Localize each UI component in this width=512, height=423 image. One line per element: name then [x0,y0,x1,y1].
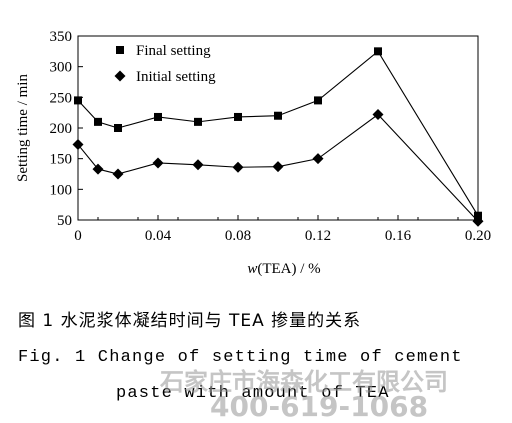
y-ticks: 50 100 150 200 250 300 350 [50,29,83,229]
x-ticks: 0 0.04 0.08 0.12 0.16 0.20 [74,215,491,244]
x-tick-label: 0.16 [385,228,412,244]
series-markers [72,47,484,227]
x-tick-label: 0 [74,228,82,244]
series-lines [77,50,479,222]
y-tick-label: 100 [50,182,73,198]
legend: Final setting Initial setting [114,43,216,85]
legend-marker-final [116,46,124,54]
data-point-final [94,117,102,126]
data-point-final [234,112,242,121]
y-tick-label: 350 [50,29,73,45]
data-point-initial [92,163,104,175]
setting-time-chart: 0 0.04 0.08 0.12 0.16 0.20 50 100 150 200 250 300 3… [15,29,491,277]
watermark-phone: 400-619-1068 [210,390,429,423]
data-point-final [274,111,282,120]
legend-marker-initial [114,70,126,82]
watermark-company: 石家庄市海森化工有限公司 [160,368,448,396]
caption-english-line-2: paste with amount of TEA [116,384,390,403]
data-point-final [374,47,382,56]
data-point-initial [232,161,244,173]
data-point-initial [112,168,124,180]
data-point-initial [472,215,484,227]
plot-frame [77,35,479,221]
x-axis-label-unit: (TEA) / % [257,261,320,277]
data-point-initial [72,139,84,151]
axes [77,35,479,221]
y-tick-label: 200 [50,121,73,137]
x-tick-label: 0.12 [305,228,331,244]
series-line-final [77,50,479,216]
x-axis-label: w(TEA) / % [247,261,320,277]
data-point-final [154,112,162,121]
data-point-final [74,96,82,105]
data-point-final [314,96,322,105]
data-point-initial [192,159,204,171]
series-line-initial [77,113,479,222]
y-tick-label: 50 [57,213,72,229]
x-tick-label: 0.04 [145,228,172,244]
data-point-initial [372,109,384,121]
data-point-initial [152,157,164,169]
legend-label-initial: Initial setting [136,69,216,85]
data-point-initial [312,153,324,165]
y-tick-label: 150 [50,152,73,168]
data-point-final [114,124,122,132]
y-tick-label: 300 [50,60,73,76]
y-tick-label: 250 [50,90,73,106]
data-point-final [194,117,202,126]
legend-label-final: Final setting [136,43,211,59]
x-axis-label-variable: w [247,261,257,277]
y-axis-label: Setting time / min [15,74,31,182]
x-tick-label: 0.08 [225,228,251,244]
caption-english-line-1: Fig. 1 Change of setting time of cement [18,348,463,367]
data-point-final [474,211,482,220]
x-tick-label: 0.20 [465,228,491,244]
caption-chinese: 图 1 水泥浆体凝结时间与 TEA 掺量的关系 [18,311,362,331]
data-point-initial [272,161,284,173]
